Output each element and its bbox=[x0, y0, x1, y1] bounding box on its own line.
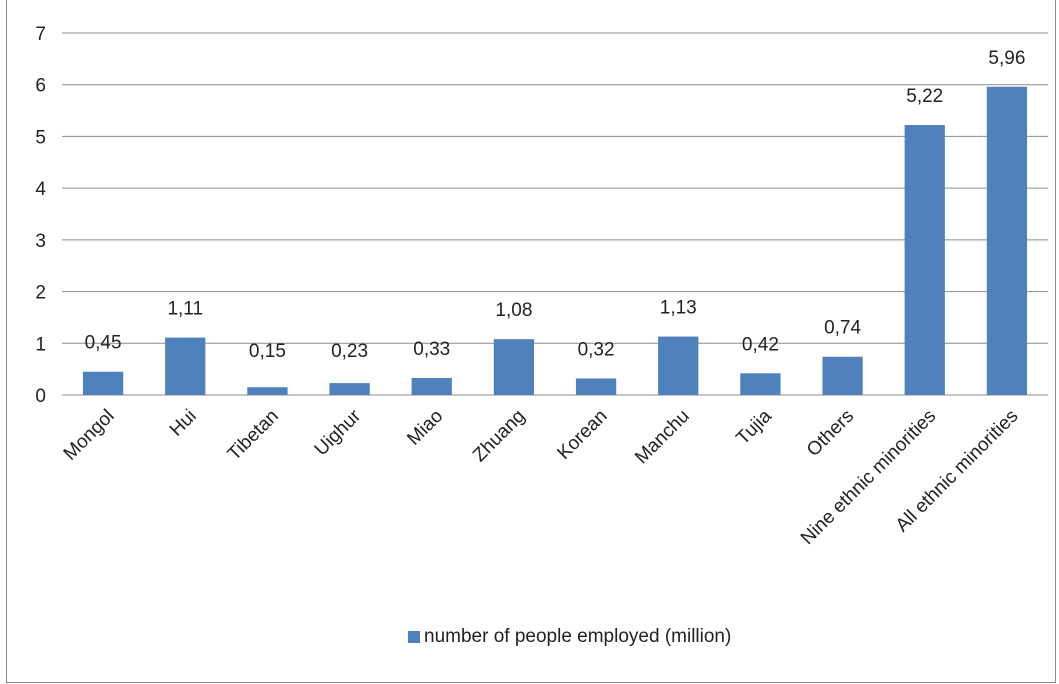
category-label: Zhuang bbox=[469, 406, 529, 466]
data-label: 0,32 bbox=[578, 339, 615, 360]
bar-miao bbox=[411, 377, 452, 395]
data-label: 0,23 bbox=[331, 341, 368, 362]
category-label: Mongol bbox=[60, 406, 119, 465]
bar-hui bbox=[165, 337, 206, 395]
bar-nine-ethnic-minorities bbox=[904, 125, 945, 396]
bar-korean bbox=[575, 378, 617, 395]
y-tick-label: 0 bbox=[35, 386, 46, 407]
y-tick-label: 7 bbox=[35, 24, 46, 45]
category-label: Nine ethnic minorities bbox=[797, 406, 940, 549]
data-label: 1,08 bbox=[495, 300, 532, 321]
y-tick-label: 3 bbox=[35, 231, 46, 252]
category-label: Others bbox=[803, 406, 858, 461]
category-label: Miao bbox=[403, 406, 447, 450]
data-label: 1,11 bbox=[167, 299, 203, 320]
data-label: 0,33 bbox=[413, 339, 450, 360]
category-labels: Mongol Hui Tibetan Uighur Miao Zhuang Korean Ma… bbox=[60, 405, 1023, 549]
y-tick-label: 5 bbox=[35, 127, 46, 148]
data-label: 0,15 bbox=[249, 341, 286, 362]
bar-others bbox=[822, 356, 863, 395]
data-labels: 0,45 1,11 0,15 0,23 0,33 1,08 0,32 1,13 0,42 0,74… bbox=[85, 48, 1026, 362]
legend-label: number of people employed (million) bbox=[424, 626, 732, 647]
bar-tibetan bbox=[247, 387, 288, 395]
category-label: Korean bbox=[553, 406, 611, 464]
data-label: 5,96 bbox=[988, 48, 1025, 69]
data-label: 5,22 bbox=[906, 86, 943, 107]
bar-tujia bbox=[740, 373, 781, 395]
gridlines bbox=[62, 32, 1048, 396]
legend-swatch bbox=[408, 631, 420, 643]
data-label: 0,45 bbox=[85, 333, 122, 354]
bar-uighur bbox=[329, 383, 370, 395]
data-label: 0,42 bbox=[742, 334, 779, 355]
category-label: Uighur bbox=[311, 405, 366, 460]
y-tick-label: 4 bbox=[35, 179, 46, 200]
category-label: Tibetan bbox=[224, 406, 283, 465]
y-axis-tick-labels: 0 1 2 3 4 5 6 7 bbox=[35, 24, 46, 407]
y-tick-label: 2 bbox=[35, 283, 46, 304]
bar-zhuang bbox=[493, 339, 535, 395]
legend: number of people employed (million) bbox=[408, 626, 731, 648]
y-tick-label: 1 bbox=[35, 334, 46, 355]
y-tick-label: 6 bbox=[35, 76, 46, 97]
chart-frame bbox=[6, 0, 1056, 683]
category-label: Hui bbox=[166, 406, 201, 441]
bars bbox=[82, 86, 1028, 396]
category-label: Tujia bbox=[732, 405, 776, 449]
category-label: Manchu bbox=[631, 406, 694, 469]
data-label: 1,13 bbox=[660, 298, 697, 319]
bar-all-ethnic-minorities bbox=[986, 86, 1028, 395]
bar-mongol bbox=[82, 371, 124, 395]
bar-manchu bbox=[658, 336, 699, 395]
data-label: 0,74 bbox=[824, 318, 861, 339]
